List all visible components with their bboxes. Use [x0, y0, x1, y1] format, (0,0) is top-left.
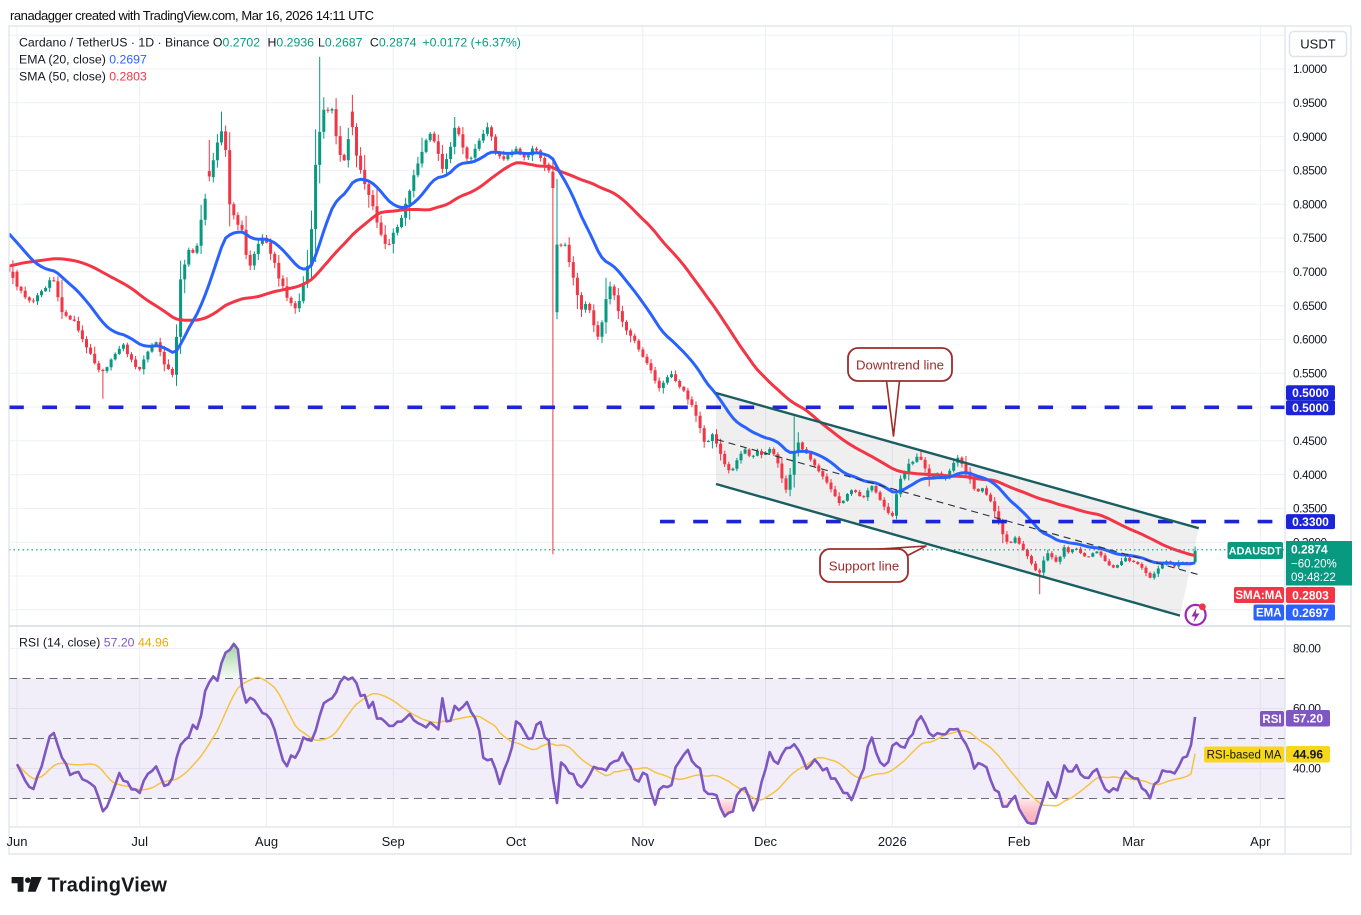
- svg-text:0.2697: 0.2697: [1292, 606, 1329, 620]
- svg-text:0.3300: 0.3300: [1292, 515, 1329, 529]
- svg-text:ranadagger created with Tradin: ranadagger created with TradingView.com,…: [10, 8, 374, 23]
- svg-text:Oct: Oct: [506, 834, 527, 849]
- svg-text:RSI (14, close) 57.20 44.96: RSI (14, close) 57.20 44.96: [19, 636, 169, 650]
- svg-text:0.4500: 0.4500: [1293, 434, 1328, 448]
- svg-text:0.5500: 0.5500: [1293, 366, 1328, 380]
- svg-text:40.00: 40.00: [1293, 762, 1321, 776]
- svg-text:80.00: 80.00: [1293, 642, 1321, 656]
- svg-text:Support line: Support line: [829, 558, 899, 573]
- svg-text:0.5000: 0.5000: [1292, 386, 1329, 400]
- svg-text:Feb: Feb: [1008, 834, 1030, 849]
- svg-text:09:48:22: 09:48:22: [1291, 572, 1336, 584]
- svg-text:TradingView: TradingView: [48, 875, 168, 897]
- svg-text:0.3500: 0.3500: [1293, 502, 1328, 516]
- svg-text:Jul: Jul: [131, 834, 148, 849]
- svg-text:Cardano / TetherUS · 1D · Bina: Cardano / TetherUS · 1D · Binance O0.270…: [19, 36, 521, 50]
- svg-text:0.7500: 0.7500: [1293, 231, 1328, 245]
- svg-text:0.2803: 0.2803: [1292, 588, 1329, 602]
- svg-text:0.6000: 0.6000: [1293, 333, 1328, 347]
- svg-text:2026: 2026: [878, 834, 907, 849]
- svg-text:0.8500: 0.8500: [1293, 164, 1328, 178]
- svg-text:SMA:MA: SMA:MA: [1235, 590, 1282, 602]
- svg-text:0.8000: 0.8000: [1293, 197, 1328, 211]
- svg-text:Aug: Aug: [255, 834, 278, 849]
- svg-text:Downtrend line: Downtrend line: [856, 357, 944, 372]
- svg-text:RSI: RSI: [1262, 714, 1281, 726]
- svg-text:Mar: Mar: [1122, 834, 1145, 849]
- svg-text:Jun: Jun: [7, 834, 28, 849]
- svg-text:Dec: Dec: [754, 834, 778, 849]
- svg-text:EMA (20, close) 0.2697: EMA (20, close) 0.2697: [19, 53, 147, 67]
- svg-text:0.9000: 0.9000: [1293, 130, 1328, 144]
- svg-text:Nov: Nov: [631, 834, 655, 849]
- svg-text:1.0000: 1.0000: [1293, 62, 1328, 76]
- svg-text:0.6500: 0.6500: [1293, 299, 1328, 313]
- svg-text:0.9500: 0.9500: [1293, 96, 1328, 110]
- svg-text:0.5000: 0.5000: [1292, 401, 1329, 415]
- svg-text:USDT: USDT: [1300, 37, 1335, 52]
- svg-text:ADAUSDT: ADAUSDT: [1229, 545, 1282, 557]
- svg-text:Apr: Apr: [1250, 834, 1271, 849]
- svg-text:RSI-based MA: RSI-based MA: [1207, 749, 1282, 761]
- svg-text:EMA: EMA: [1256, 608, 1282, 620]
- svg-text:Sep: Sep: [382, 834, 405, 849]
- svg-text:0.2874: 0.2874: [1291, 543, 1328, 557]
- svg-text:57.20: 57.20: [1293, 712, 1323, 726]
- svg-text:0.4000: 0.4000: [1293, 468, 1328, 482]
- svg-text:−60.20%: −60.20%: [1291, 559, 1337, 571]
- svg-text:SMA (50, close) 0.2803: SMA (50, close) 0.2803: [19, 70, 147, 84]
- svg-text:0.7000: 0.7000: [1293, 265, 1328, 279]
- svg-text:44.96: 44.96: [1293, 747, 1323, 761]
